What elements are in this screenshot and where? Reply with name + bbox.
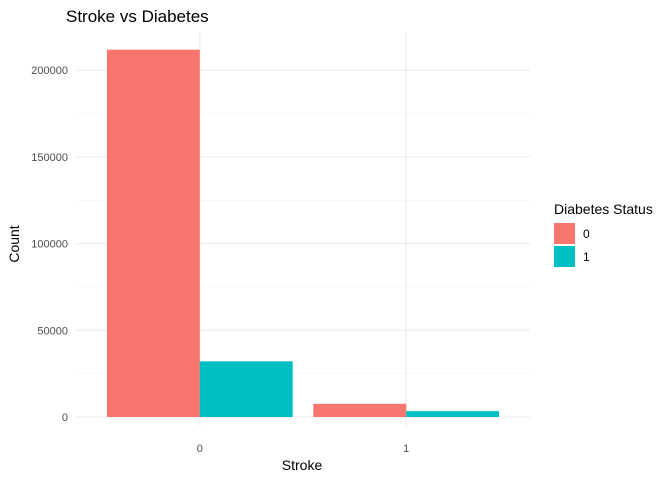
- bar: [313, 403, 407, 417]
- legend-swatch: [554, 246, 575, 267]
- y-tick-label: 100000: [31, 239, 68, 251]
- bars: [106, 49, 500, 418]
- y-tick-label: 0: [62, 412, 68, 424]
- legend-label: 0: [583, 227, 590, 241]
- y-tick-label: 150000: [31, 152, 68, 164]
- legend-label: 1: [583, 250, 590, 264]
- legend-title: Diabetes Status: [554, 201, 653, 217]
- y-tick-label: 50000: [37, 325, 68, 337]
- bar: [106, 49, 200, 418]
- legend: Diabetes Status 01: [554, 201, 653, 267]
- x-axis-title: Stroke: [282, 457, 323, 473]
- bar: [406, 411, 500, 417]
- y-tick-labels: 0 50000 100000 150000 200000: [31, 65, 68, 424]
- x-tick-label: 1: [403, 443, 409, 455]
- legend-items: 01: [554, 223, 590, 267]
- y-tick-label: 200000: [31, 65, 68, 77]
- y-axis-title: Count: [6, 225, 22, 262]
- chart-title: Stroke vs Diabetes: [66, 7, 209, 26]
- bar: [199, 361, 293, 417]
- x-tick-label: 0: [197, 443, 203, 455]
- legend-swatch: [554, 223, 575, 244]
